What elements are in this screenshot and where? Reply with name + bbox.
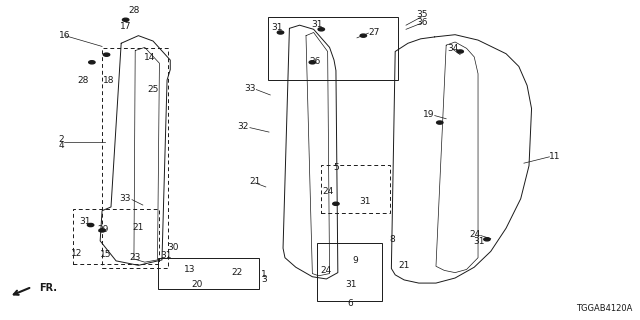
Text: 36: 36 [416, 18, 428, 27]
Circle shape [309, 61, 316, 64]
Text: 28: 28 [128, 6, 140, 15]
Text: 12: 12 [71, 249, 83, 258]
Text: 30: 30 [168, 243, 179, 252]
Bar [157, 258, 259, 289]
Text: 32: 32 [237, 122, 248, 131]
Circle shape [318, 28, 324, 31]
Text: 26: 26 [309, 57, 321, 66]
Text: 31: 31 [271, 23, 282, 32]
Text: 11: 11 [549, 152, 561, 161]
Text: 2: 2 [58, 135, 64, 144]
Circle shape [457, 50, 463, 53]
Text: 24: 24 [469, 230, 481, 239]
Circle shape [436, 121, 443, 124]
Bar [321, 165, 390, 213]
Text: 33: 33 [119, 194, 131, 203]
Bar [268, 17, 397, 80]
Text: 6: 6 [348, 299, 353, 308]
Circle shape [484, 238, 490, 241]
Circle shape [103, 53, 109, 56]
Text: 24: 24 [323, 187, 334, 196]
Text: 27: 27 [369, 28, 380, 37]
Text: 29: 29 [98, 225, 109, 234]
Text: 14: 14 [143, 53, 155, 62]
Text: FR.: FR. [40, 283, 58, 293]
Text: 35: 35 [416, 10, 428, 19]
Bar [317, 243, 383, 301]
Text: 8: 8 [390, 236, 395, 244]
Text: 22: 22 [232, 268, 243, 277]
Text: 19: 19 [423, 110, 435, 119]
Text: 17: 17 [120, 22, 131, 31]
Text: 31: 31 [359, 197, 371, 206]
Text: 18: 18 [102, 76, 114, 84]
Text: 31: 31 [473, 237, 484, 246]
Text: 31: 31 [312, 20, 323, 29]
Circle shape [122, 18, 129, 21]
Text: 20: 20 [191, 280, 203, 289]
Text: 31: 31 [80, 217, 92, 226]
Text: 5: 5 [333, 164, 339, 172]
Circle shape [88, 223, 94, 227]
Text: 3: 3 [261, 276, 267, 284]
Circle shape [360, 34, 367, 37]
Text: 33: 33 [244, 84, 256, 93]
Text: 21: 21 [399, 261, 410, 270]
Text: 21: 21 [250, 177, 260, 186]
Bar [102, 48, 168, 268]
Text: TGGAB4120A: TGGAB4120A [576, 304, 632, 313]
Bar [73, 209, 159, 264]
Circle shape [99, 229, 105, 232]
Text: 21: 21 [132, 223, 144, 232]
Text: 31: 31 [345, 280, 356, 289]
Text: 1: 1 [261, 270, 267, 279]
Text: 9: 9 [352, 256, 358, 265]
Circle shape [89, 61, 95, 64]
Text: 25: 25 [147, 85, 159, 94]
Text: 4: 4 [58, 141, 64, 150]
Text: 34: 34 [447, 44, 458, 53]
Text: 16: 16 [60, 31, 71, 40]
Text: 13: 13 [184, 265, 195, 274]
Text: 28: 28 [77, 76, 89, 84]
Circle shape [333, 202, 339, 205]
Text: 31: 31 [160, 251, 172, 260]
Text: 15: 15 [99, 250, 111, 259]
Text: 24: 24 [320, 266, 332, 275]
Text: 23: 23 [129, 253, 141, 262]
Circle shape [277, 31, 284, 34]
